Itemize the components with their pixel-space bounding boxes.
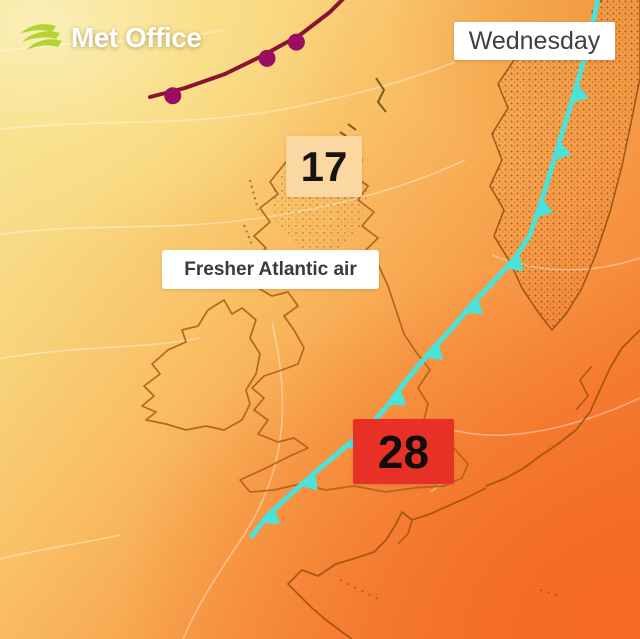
cold-front-triangle-icon <box>300 472 318 491</box>
warm-front-semicircle-icon <box>164 87 182 105</box>
warm-front-semicircle-icon <box>287 33 305 51</box>
warm-front-semicircle-icon <box>258 49 276 67</box>
air-mass-text: Fresher Atlantic air <box>184 258 357 280</box>
ireland-coast <box>141 299 261 431</box>
ijsselmeer-coast <box>575 365 593 411</box>
temperature-value: 17 <box>300 142 348 190</box>
cold-front-triangle-icon <box>425 342 443 361</box>
cold-front-triangle-icon <box>535 198 554 218</box>
cold-front-triangle-icon <box>505 253 524 272</box>
logo-text: Met Office <box>71 22 202 53</box>
temperature-badge: 28 <box>353 419 454 484</box>
cotentin-coast <box>397 519 413 545</box>
hebrides-speckles <box>234 179 259 271</box>
temperature-value: 28 <box>377 425 430 478</box>
day-label: Wednesday <box>468 26 601 55</box>
cold-front-triangle-icon <box>261 507 280 525</box>
shetland-coast <box>375 77 387 113</box>
air-mass-label: Fresher Atlantic air <box>162 250 379 289</box>
occluded-front <box>148 0 345 105</box>
cold-front-triangle-icon <box>553 141 572 161</box>
met-office-logo: Met Office <box>18 20 202 56</box>
met-office-swoosh-icon <box>20 24 62 50</box>
continental-coast <box>485 329 640 487</box>
brittany-speckles <box>339 579 561 601</box>
france-coast <box>287 487 487 639</box>
temperature-badge: 17 <box>286 136 362 197</box>
orkney-coast <box>339 123 357 137</box>
cold-front-triangle-icon <box>464 297 483 315</box>
cold-front-triangle-icon <box>388 388 407 406</box>
cold-front-triangle-icon <box>571 83 589 104</box>
day-badge: Wednesday <box>454 22 615 60</box>
